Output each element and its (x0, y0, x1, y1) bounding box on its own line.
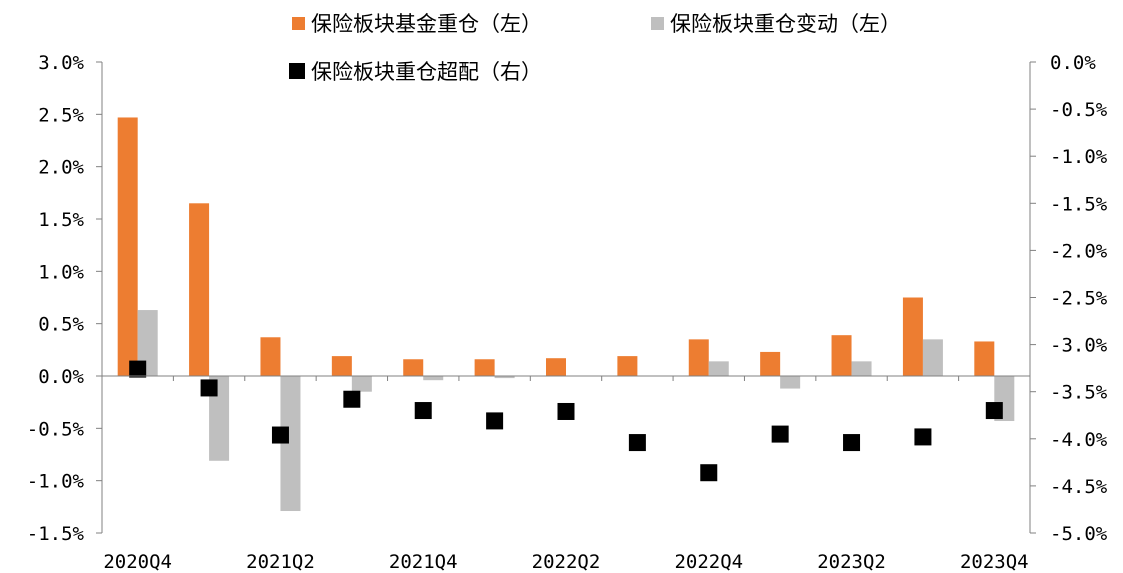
y-left-tick-label: -1.0% (27, 471, 85, 493)
x-tick-label: 2023Q4 (960, 551, 1029, 573)
markers-layer (129, 360, 1003, 482)
legend-label-change: 保险板块重仓变动（左） (670, 12, 901, 36)
x-tick-label: 2020Q4 (103, 551, 172, 573)
legend-item-change: 保险板块重仓变动（左） (651, 8, 901, 38)
marker-overweight (414, 402, 432, 420)
bar-change (137, 310, 158, 376)
bar-holdings (974, 341, 995, 376)
y-right-tick-label: -2.5% (1050, 288, 1108, 310)
bar-change (209, 376, 230, 461)
marker-overweight (843, 434, 861, 452)
legend-item-holdings: 保险板块基金重仓（左） (292, 8, 542, 38)
y-right-tick-label: -5.0% (1050, 523, 1108, 545)
y-right-tick-label: -4.5% (1050, 476, 1108, 498)
bar-holdings (474, 359, 495, 376)
y-left-tick-label: 2.0% (38, 157, 84, 179)
bar-change (780, 376, 801, 389)
legend-item-overweight: 保险板块重仓超配（右） (289, 56, 542, 86)
y-right-tick-label: -1.5% (1050, 193, 1108, 215)
y-right-tick-label: 0.0% (1050, 52, 1096, 74)
x-tick-label: 2023Q2 (817, 551, 886, 573)
x-tick-label: 2022Q2 (532, 551, 601, 573)
marker-overweight (557, 402, 575, 420)
y-right-tick-label: -3.0% (1050, 335, 1108, 357)
marker-overweight (129, 360, 147, 378)
y-right-tick-label: -3.5% (1050, 382, 1108, 404)
y-right-tick-label: -4.0% (1050, 429, 1108, 451)
bars-layer (117, 117, 1015, 512)
y-left-tick-label: 0.5% (38, 314, 84, 336)
legend-swatch-holdings (292, 16, 305, 30)
legend-label-overweight: 保险板块重仓超配（右） (311, 60, 542, 84)
marker-overweight (343, 390, 361, 408)
bar-holdings (760, 351, 781, 376)
y-right-tick-label: -2.0% (1050, 240, 1108, 262)
bar-holdings (331, 356, 352, 376)
marker-overweight (771, 425, 789, 443)
x-tick-label: 2022Q4 (674, 551, 743, 573)
marker-overweight (486, 412, 504, 430)
y-left-tick-label: 1.0% (38, 261, 84, 283)
bar-change (851, 361, 872, 376)
bar-holdings (546, 358, 566, 376)
legend-label-holdings: 保险板块基金重仓（左） (311, 12, 542, 36)
bar-change (280, 376, 301, 512)
y-right-tick-label: -1.0% (1050, 146, 1108, 168)
bar-holdings (617, 356, 638, 376)
marker-overweight (985, 402, 1003, 420)
bar-change (708, 361, 729, 376)
y-left-tick-label: -0.5% (27, 418, 85, 440)
marker-overweight (271, 426, 289, 444)
marker-overweight (914, 428, 932, 446)
legend-swatch-change (651, 16, 664, 30)
bar-holdings (403, 359, 424, 376)
y-left-tick-label: 2.5% (38, 104, 84, 126)
bar-holdings (902, 297, 923, 376)
bar-holdings (117, 117, 138, 377)
bar-change (351, 376, 372, 392)
y-left-tick-label: 0.0% (38, 366, 84, 388)
bar-holdings (260, 337, 281, 376)
bar-holdings (688, 339, 709, 376)
bar-holdings (831, 335, 852, 376)
y-left-tick-label: 3.0% (38, 52, 84, 74)
bar-holdings (189, 203, 210, 376)
bar-change (922, 339, 943, 376)
x-tick-label: 2021Q4 (389, 551, 458, 573)
marker-overweight (700, 464, 718, 482)
bar-change (494, 376, 515, 379)
marker-overweight (200, 379, 218, 397)
axes-layer: 3.0% 2.5% 2.0% 1.5% 1.0% 0.5% 0.0% -0.5% -1.0% -1… (27, 52, 1108, 573)
x-tick-label: 2021Q2 (246, 551, 315, 573)
legend-swatch-overweight (289, 63, 305, 79)
y-right-tick-label: -0.5% (1050, 99, 1108, 121)
bar-change (423, 376, 444, 381)
y-left-tick-label: -1.5% (27, 523, 85, 545)
marker-overweight (628, 434, 646, 452)
y-left-tick-label: 1.5% (38, 209, 84, 231)
